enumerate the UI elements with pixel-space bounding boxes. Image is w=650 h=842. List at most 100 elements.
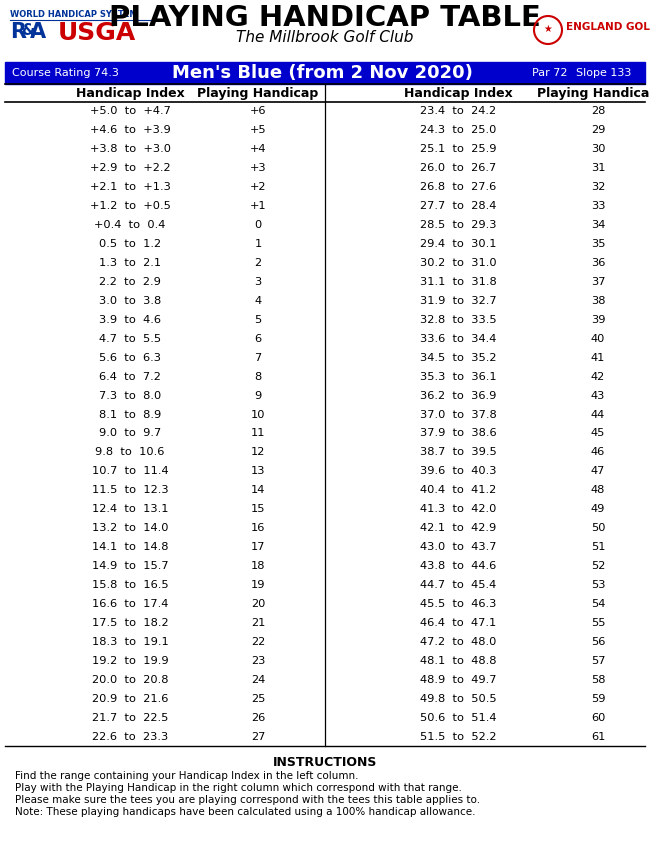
Text: 5: 5 [254, 315, 261, 325]
Text: 13: 13 [251, 466, 265, 477]
Text: +2.9  to  +2.2: +2.9 to +2.2 [90, 163, 170, 173]
Text: 59: 59 [591, 694, 605, 704]
Text: R: R [10, 22, 26, 42]
Text: ENGLAND GOLF: ENGLAND GOLF [566, 22, 650, 32]
Text: 42.1  to  42.9: 42.1 to 42.9 [420, 523, 496, 533]
Text: 11.5  to  12.3: 11.5 to 12.3 [92, 485, 168, 495]
Text: 17: 17 [251, 542, 265, 552]
Text: 27.7  to  28.4: 27.7 to 28.4 [420, 201, 496, 211]
Text: ★: ★ [543, 24, 552, 34]
Text: 21.7  to  22.5: 21.7 to 22.5 [92, 712, 168, 722]
Text: 50.6  to  51.4: 50.6 to 51.4 [420, 712, 496, 722]
Text: 40.4  to  41.2: 40.4 to 41.2 [420, 485, 496, 495]
Text: +1: +1 [250, 201, 266, 211]
Text: +3: +3 [250, 163, 266, 173]
Text: +6: +6 [250, 106, 266, 116]
Text: 43.0  to  43.7: 43.0 to 43.7 [420, 542, 496, 552]
Text: A: A [30, 22, 46, 42]
Text: 58: 58 [591, 674, 605, 685]
Text: Par 72: Par 72 [532, 68, 567, 78]
Text: 9: 9 [254, 391, 261, 401]
Text: +5: +5 [250, 125, 266, 136]
Text: 15.8  to  16.5: 15.8 to 16.5 [92, 580, 168, 590]
Text: 28: 28 [591, 106, 605, 116]
Text: 4: 4 [254, 296, 261, 306]
Text: +2: +2 [250, 182, 266, 192]
Text: 14.9  to  15.7: 14.9 to 15.7 [92, 561, 168, 571]
Text: 20.9  to  21.6: 20.9 to 21.6 [92, 694, 168, 704]
Text: 37.9  to  38.6: 37.9 to 38.6 [420, 429, 497, 439]
Text: 14: 14 [251, 485, 265, 495]
Text: 12.4  to  13.1: 12.4 to 13.1 [92, 504, 168, 514]
Text: 44.7  to  45.4: 44.7 to 45.4 [420, 580, 496, 590]
Text: 9.8  to  10.6: 9.8 to 10.6 [96, 447, 164, 457]
Text: 28.5  to  29.3: 28.5 to 29.3 [420, 220, 496, 230]
Text: 32: 32 [591, 182, 605, 192]
Text: 16.6  to  17.4: 16.6 to 17.4 [92, 599, 168, 609]
Text: 25: 25 [251, 694, 265, 704]
Text: 34: 34 [591, 220, 605, 230]
Text: 40: 40 [591, 333, 605, 344]
Text: 48: 48 [591, 485, 605, 495]
Text: 39.6  to  40.3: 39.6 to 40.3 [420, 466, 496, 477]
Text: +2.1  to  +1.3: +2.1 to +1.3 [90, 182, 170, 192]
Text: 49: 49 [591, 504, 605, 514]
Text: 42: 42 [591, 371, 605, 381]
Text: 23.4  to  24.2: 23.4 to 24.2 [420, 106, 496, 116]
Text: 22: 22 [251, 637, 265, 647]
Text: USGA: USGA [58, 21, 136, 45]
Text: 4.7  to  5.5: 4.7 to 5.5 [99, 333, 161, 344]
Text: 46.4  to  47.1: 46.4 to 47.1 [420, 618, 496, 628]
Text: 3.9  to  4.6: 3.9 to 4.6 [99, 315, 161, 325]
Text: 48.9  to  49.7: 48.9 to 49.7 [420, 674, 496, 685]
Text: 2.2  to  2.9: 2.2 to 2.9 [99, 277, 161, 287]
Text: 8: 8 [254, 371, 261, 381]
Text: 23: 23 [251, 656, 265, 666]
Text: 49.8  to  50.5: 49.8 to 50.5 [420, 694, 497, 704]
Text: 3.0  to  3.8: 3.0 to 3.8 [99, 296, 161, 306]
Text: 24: 24 [251, 674, 265, 685]
Text: 45.5  to  46.3: 45.5 to 46.3 [420, 599, 496, 609]
Text: 55: 55 [591, 618, 605, 628]
Text: 30: 30 [591, 144, 605, 154]
Text: Playing Handicap: Playing Handicap [538, 87, 650, 99]
Text: PLAYING HANDICAP TABLE: PLAYING HANDICAP TABLE [109, 4, 541, 32]
Text: 60: 60 [591, 712, 605, 722]
Text: +4: +4 [250, 144, 266, 154]
Text: 0: 0 [254, 220, 261, 230]
Text: 31.9  to  32.7: 31.9 to 32.7 [420, 296, 497, 306]
Text: Find the range containing your Handicap Index in the left column.: Find the range containing your Handicap … [15, 771, 359, 781]
Text: 24.3  to  25.0: 24.3 to 25.0 [420, 125, 496, 136]
Text: 33: 33 [591, 201, 605, 211]
Text: Men's Blue (from 2 Nov 2020): Men's Blue (from 2 Nov 2020) [172, 64, 473, 82]
Text: 41: 41 [591, 353, 605, 363]
Text: Playing Handicap: Playing Handicap [198, 87, 318, 99]
Text: 1: 1 [254, 239, 261, 249]
Text: 36.2  to  36.9: 36.2 to 36.9 [420, 391, 496, 401]
Text: 38.7  to  39.5: 38.7 to 39.5 [420, 447, 497, 457]
Text: 48.1  to  48.8: 48.1 to 48.8 [420, 656, 496, 666]
Text: 20.0  to  20.8: 20.0 to 20.8 [92, 674, 168, 685]
Text: 29: 29 [591, 125, 605, 136]
Text: 35: 35 [591, 239, 605, 249]
Text: Handicap Index: Handicap Index [75, 87, 185, 99]
Text: 11: 11 [251, 429, 265, 439]
Text: 51: 51 [591, 542, 605, 552]
Text: 19.2  to  19.9: 19.2 to 19.9 [92, 656, 168, 666]
Text: 52: 52 [591, 561, 605, 571]
Text: 10: 10 [251, 409, 265, 419]
Text: 6: 6 [254, 333, 261, 344]
Text: 16: 16 [251, 523, 265, 533]
Text: 61: 61 [591, 732, 605, 742]
Text: 32.8  to  33.5: 32.8 to 33.5 [420, 315, 497, 325]
Text: INSTRUCTIONS: INSTRUCTIONS [273, 756, 377, 769]
Text: 12: 12 [251, 447, 265, 457]
Text: 18.3  to  19.1: 18.3 to 19.1 [92, 637, 168, 647]
Text: +0.4  to  0.4: +0.4 to 0.4 [94, 220, 166, 230]
Text: Course Rating 74.3: Course Rating 74.3 [12, 68, 119, 78]
Text: 25.1  to  25.9: 25.1 to 25.9 [420, 144, 496, 154]
Text: WORLD HANDICAP SYSTEM: WORLD HANDICAP SYSTEM [10, 10, 138, 19]
Text: +5.0  to  +4.7: +5.0 to +4.7 [90, 106, 170, 116]
Text: Please make sure the tees you are playing correspond with the tees this table ap: Please make sure the tees you are playin… [15, 795, 480, 805]
Text: 8.1  to  8.9: 8.1 to 8.9 [99, 409, 161, 419]
